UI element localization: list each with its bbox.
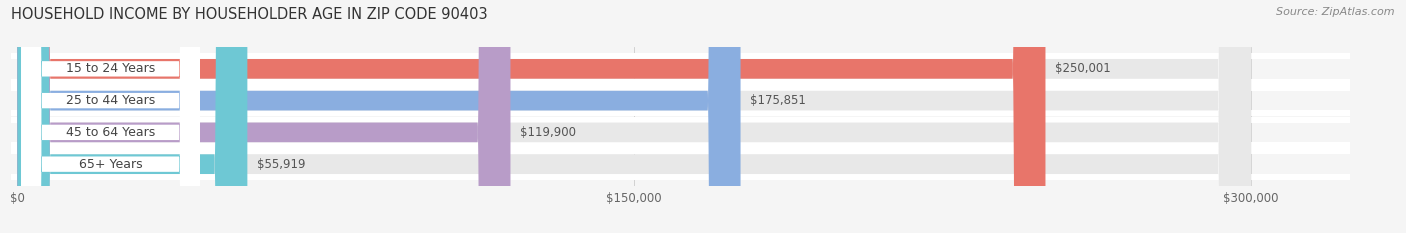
Bar bbox=[11, 116, 1368, 123]
Bar bbox=[11, 148, 1368, 154]
FancyBboxPatch shape bbox=[17, 0, 1251, 233]
Text: 25 to 44 Years: 25 to 44 Years bbox=[66, 94, 155, 107]
Bar bbox=[11, 85, 1368, 91]
FancyBboxPatch shape bbox=[17, 0, 1251, 233]
Text: 15 to 24 Years: 15 to 24 Years bbox=[66, 62, 155, 75]
Bar bbox=[11, 53, 1368, 59]
FancyBboxPatch shape bbox=[17, 0, 510, 233]
FancyBboxPatch shape bbox=[17, 0, 1251, 233]
Text: $55,919: $55,919 bbox=[257, 158, 305, 171]
FancyBboxPatch shape bbox=[17, 0, 247, 233]
Text: Source: ZipAtlas.com: Source: ZipAtlas.com bbox=[1277, 7, 1395, 17]
Text: HOUSEHOLD INCOME BY HOUSEHOLDER AGE IN ZIP CODE 90403: HOUSEHOLD INCOME BY HOUSEHOLDER AGE IN Z… bbox=[11, 7, 488, 22]
Bar bbox=[11, 142, 1368, 148]
FancyBboxPatch shape bbox=[17, 0, 1251, 233]
Text: $175,851: $175,851 bbox=[751, 94, 806, 107]
FancyBboxPatch shape bbox=[21, 0, 200, 233]
FancyBboxPatch shape bbox=[17, 0, 1046, 233]
FancyBboxPatch shape bbox=[21, 0, 200, 233]
Text: 45 to 64 Years: 45 to 64 Years bbox=[66, 126, 155, 139]
Text: $119,900: $119,900 bbox=[520, 126, 576, 139]
Bar bbox=[11, 174, 1368, 180]
Bar bbox=[11, 79, 1368, 85]
Text: 65+ Years: 65+ Years bbox=[79, 158, 142, 171]
Text: $250,001: $250,001 bbox=[1056, 62, 1111, 75]
FancyBboxPatch shape bbox=[17, 0, 741, 233]
Bar bbox=[11, 110, 1368, 116]
FancyBboxPatch shape bbox=[21, 0, 200, 233]
FancyBboxPatch shape bbox=[21, 0, 200, 233]
